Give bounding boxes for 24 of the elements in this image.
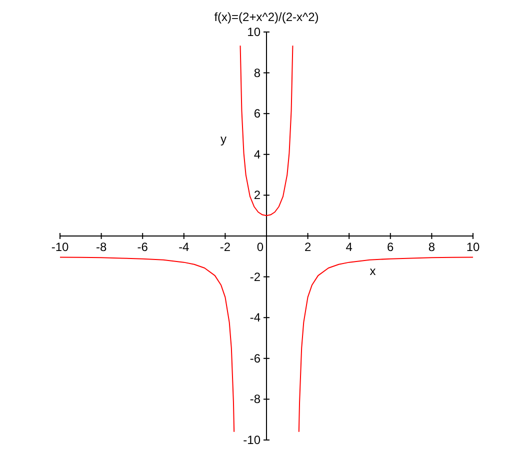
x-tick-label: -8 xyxy=(96,240,107,254)
y-tick-label: 4 xyxy=(254,147,261,162)
y-tick-label: 2 xyxy=(254,188,261,202)
y-tick-label: 6 xyxy=(254,106,261,121)
x-axis-title: x xyxy=(370,264,376,278)
x-tick-label: 10 xyxy=(466,240,480,254)
y-tick-label: -6 xyxy=(250,351,261,366)
x-tick-label: -4 xyxy=(178,240,190,254)
y-tick-label: -4 xyxy=(250,310,261,325)
x-tick-label: -6 xyxy=(137,240,148,254)
y-tick-label: -8 xyxy=(250,392,261,406)
x-tick-label: 4 xyxy=(346,240,353,254)
x-tick-label: -2 xyxy=(220,240,231,254)
x-tick-label: 8 xyxy=(428,240,436,254)
y-tick-label: 8 xyxy=(254,66,261,80)
y-tick-label: -10 xyxy=(243,433,261,447)
x-tick-label: -10 xyxy=(51,240,69,254)
x-tick-label: 2 xyxy=(304,240,312,254)
y-tick-label: -2 xyxy=(250,270,261,284)
y-axis-title: y xyxy=(220,132,226,146)
x-tick-label: 6 xyxy=(387,240,394,254)
y-tick-label: 10 xyxy=(247,25,261,39)
chart-title: f(x)=(2+x^2)/(2-x^2) xyxy=(213,10,320,24)
x-tick-label: 0 xyxy=(256,240,264,254)
